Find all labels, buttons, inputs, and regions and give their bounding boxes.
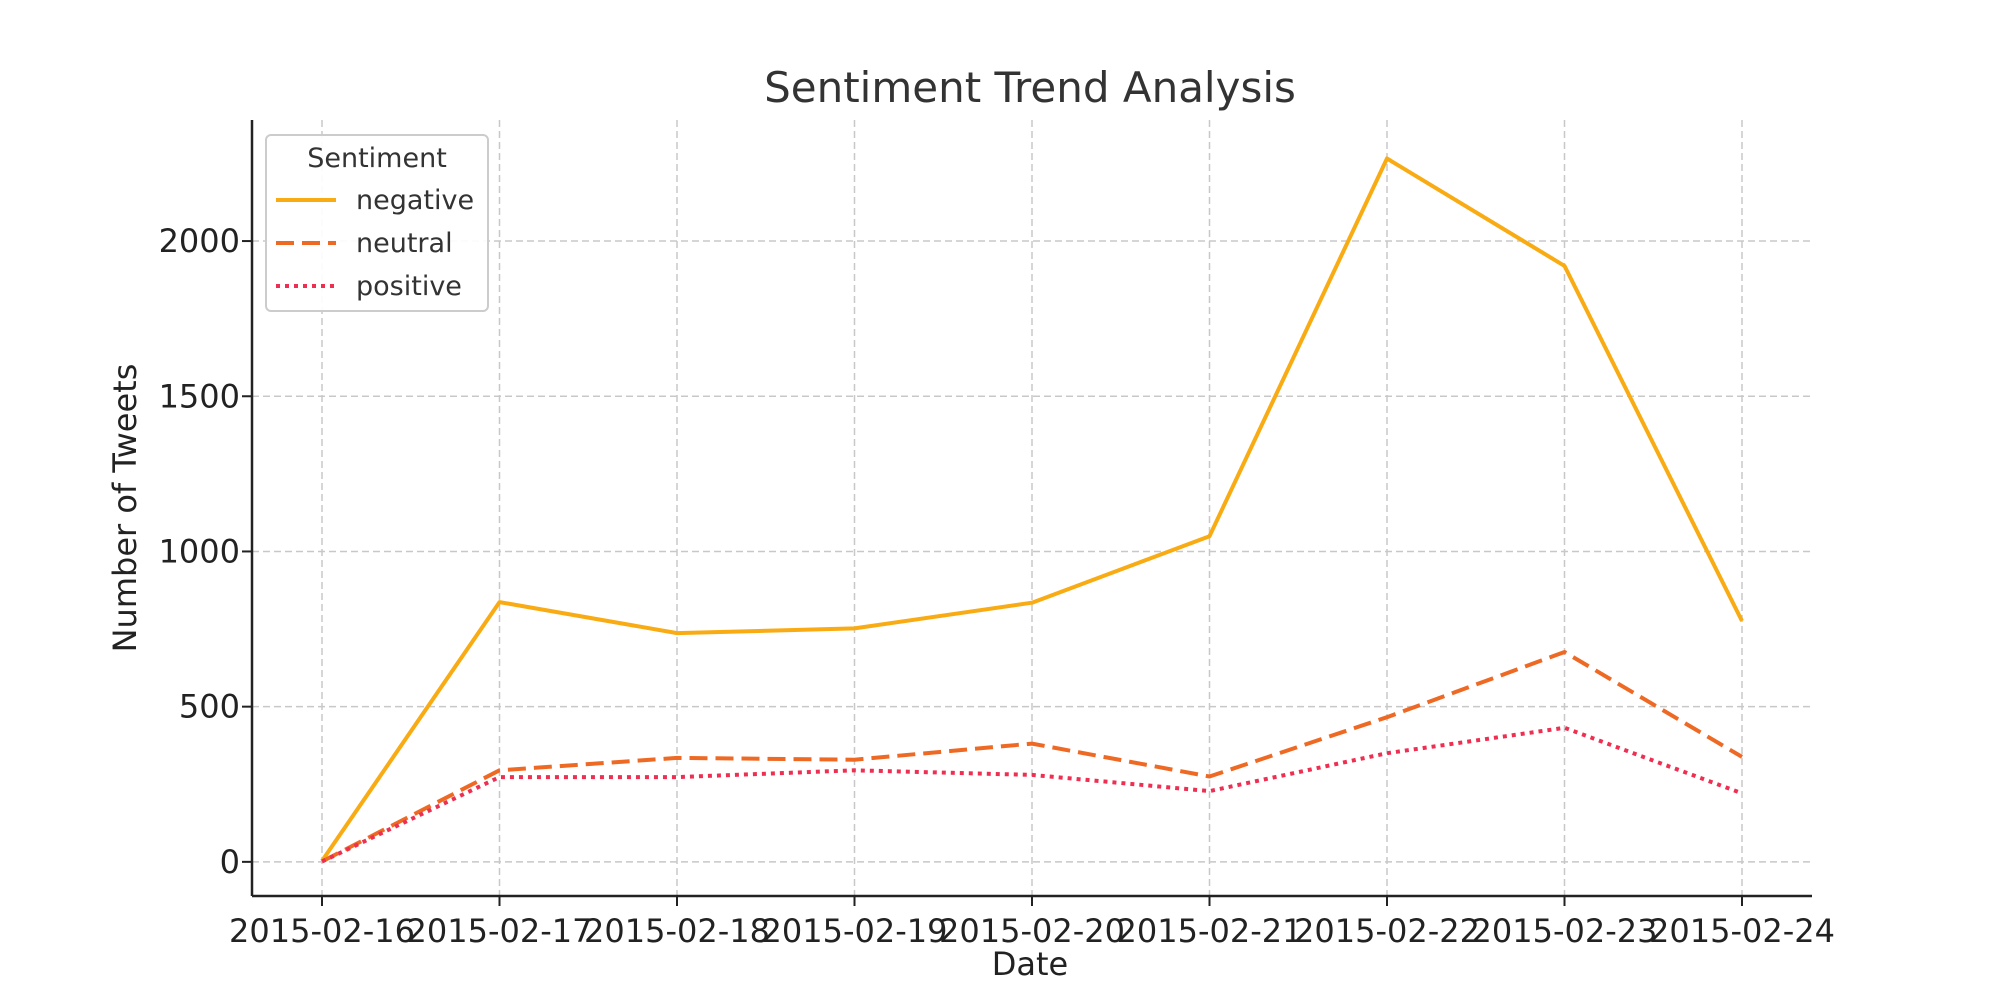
chart-title: Sentiment Trend Analysis: [764, 63, 1296, 112]
legend-label-neutral: neutral: [356, 228, 453, 259]
legend-entries: negative neutral positive: [276, 185, 474, 302]
x-tick-label: 2015-02-20: [939, 912, 1125, 950]
y-tick-label: 1500: [159, 377, 240, 415]
series-line-positive: [321, 725, 1743, 864]
x-tick-label: 2015-02-19: [762, 912, 948, 950]
y-axis-label: Number of Tweets: [106, 364, 144, 653]
x-tick-label: 2015-02-23: [1472, 912, 1658, 950]
x-tick-label: 2015-02-18: [584, 912, 770, 950]
x-tick-label: 2015-02-21: [1117, 912, 1303, 950]
legend-label-positive: positive: [356, 271, 462, 302]
legend-title: Sentiment: [307, 143, 447, 174]
series-line-neutral: [321, 650, 1744, 864]
x-tick-label: 2015-02-24: [1649, 912, 1835, 950]
legend-label-negative: negative: [356, 185, 474, 216]
legend-box: [265, 134, 489, 312]
y-tick-label: 2000: [159, 222, 240, 260]
x-tick-label: 2015-02-22: [1294, 912, 1480, 950]
series-layer: [320, 156, 1744, 864]
series-line-negative: [320, 156, 1744, 863]
grid: [252, 120, 1812, 896]
x-tick-label: 2015-02-17: [407, 912, 593, 950]
y-tick-label: 0: [220, 843, 240, 881]
x-ticks: 2015-02-162015-02-172015-02-182015-02-19…: [229, 896, 1835, 950]
y-tick-label: 500: [179, 688, 240, 726]
legend: Sentiment negative neutral positive: [265, 134, 489, 312]
x-axis-label: Date: [992, 945, 1068, 983]
y-tick-label: 1000: [159, 532, 240, 570]
y-ticks: 0 500 1000 1500 2000: [159, 222, 252, 881]
x-tick-label: 2015-02-16: [229, 912, 415, 950]
